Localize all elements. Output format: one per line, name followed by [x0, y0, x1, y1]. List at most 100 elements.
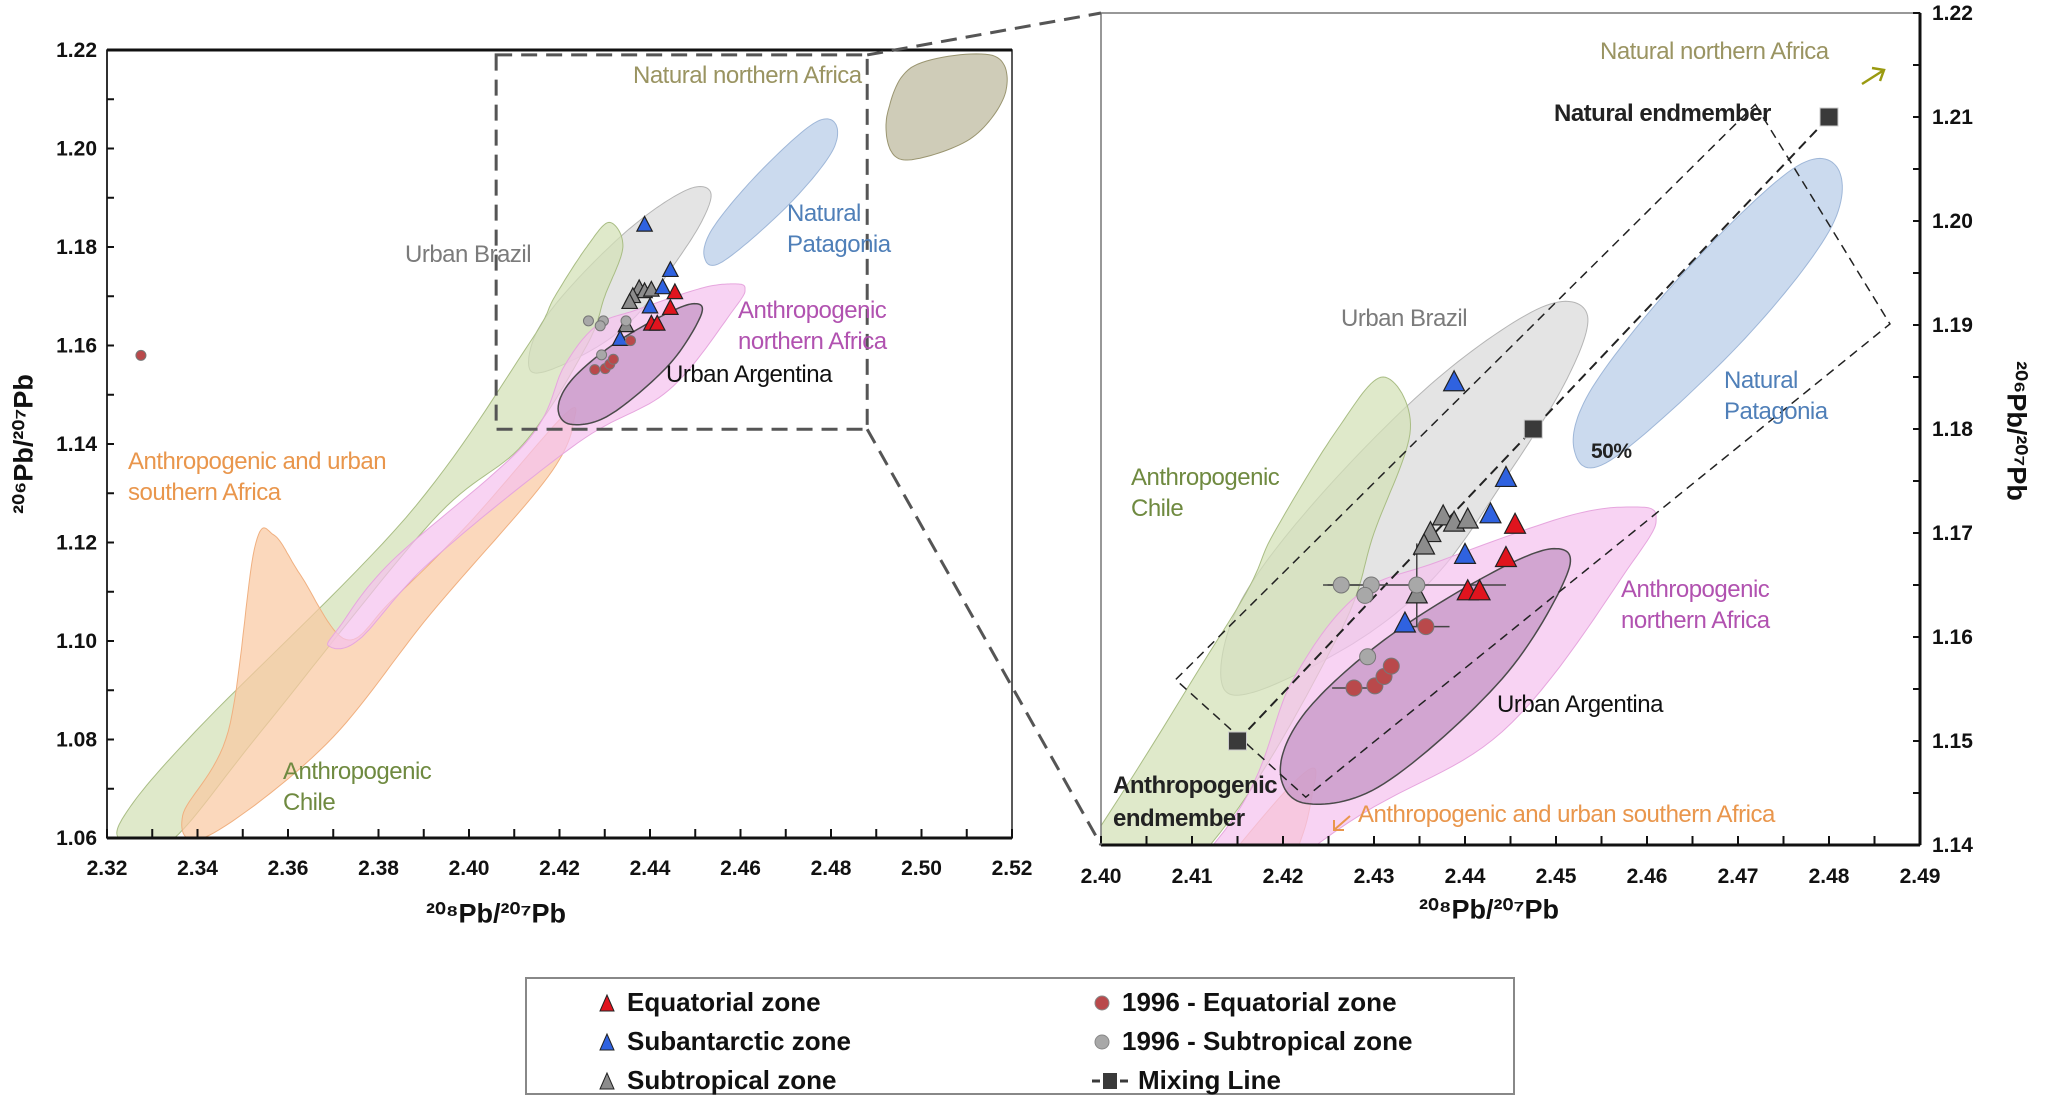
label-anthropogenic-chile-zoom: Anthropogenic Chile — [1131, 462, 1280, 524]
legend-item: Equatorial zone — [597, 987, 821, 1018]
overview-x-axis-title: ²⁰⁸Pb/²⁰⁷Pb — [425, 898, 567, 929]
x-tick-label: 2.43 — [1354, 865, 1395, 888]
x-tick-label: 2.46 — [1627, 865, 1668, 888]
label-line: northern Africa — [738, 328, 887, 355]
label-natural-northern-africa-zoom: Natural northern Africa — [1600, 38, 1829, 65]
legend-marker-triangle-icon — [599, 1071, 615, 1089]
point-subantarctic — [1442, 369, 1466, 392]
label-line: Chile — [1131, 495, 1184, 522]
legend-item: Subtropical zone — [597, 1065, 836, 1096]
y-tick-label: 1.16 — [56, 335, 97, 358]
point-subantarctic — [1393, 610, 1417, 633]
zoom-connector-bottom — [865, 428, 1103, 846]
label-anthropogenic-chile: Anthropogenic Chile — [283, 756, 432, 818]
x-tick-label: 2.42 — [539, 857, 580, 880]
label-fifty-percent: 50% — [1591, 440, 1632, 463]
legend-item: Mixing Line — [1092, 1065, 1281, 1096]
x-tick-label: 2.52 — [992, 857, 1033, 880]
point-subantarctic — [635, 215, 654, 232]
label-southern-africa-zoom: Anthropogenic and urban southern Africa — [1358, 801, 1775, 828]
point-subtropical — [1456, 506, 1480, 529]
legend-marker-circle-icon — [1094, 995, 1110, 1010]
point-subantarctic — [641, 296, 659, 314]
point-subtropical — [620, 292, 639, 310]
legend-item: 1996 - Subtropical zone — [1092, 1026, 1412, 1057]
y-tick-label: 1.19 — [1932, 314, 1973, 337]
x-tick-label: 2.41 — [1172, 865, 1213, 888]
x-tick-label: 2.46 — [720, 857, 761, 880]
label-urban-brazil-zoom: Urban Brazil — [1341, 305, 1468, 332]
point-subantarctic — [1494, 465, 1518, 488]
label-natural-patagonia-zoom: Natural Patagonia — [1724, 365, 1828, 427]
x-tick-label: 2.44 — [630, 857, 671, 880]
y-tick-label: 1.18 — [56, 236, 97, 259]
y-tick-label: 1.17 — [1932, 522, 1973, 545]
point-equatorial — [1468, 578, 1492, 601]
point-1996-subtropical — [1408, 576, 1426, 594]
label-line: Anthropogenic — [1621, 576, 1770, 603]
point-equatorial — [666, 282, 684, 300]
x-tick-label: 2.45 — [1536, 865, 1577, 888]
y-tick-label: 1.16 — [1932, 626, 1973, 649]
x-tick-label: 2.40 — [449, 857, 490, 880]
x-tick-label: 2.32 — [87, 857, 128, 880]
point-equatorial — [1494, 545, 1518, 568]
square-marker — [1103, 1072, 1117, 1089]
label-line: Anthropogenic — [1131, 464, 1280, 491]
point-subtropical — [1412, 532, 1436, 555]
label-line: Anthropogenic — [1113, 772, 1278, 799]
label-anthropogenic-northern-africa: Anthropogenic northern Africa — [738, 295, 887, 357]
point-1996-subtropical — [1356, 586, 1374, 604]
overview-y-axis-title: ²⁰⁶Pb/²⁰⁷Pb — [8, 374, 39, 514]
legend: Equatorial zone Subantarctic zone Subtropi… — [525, 977, 1515, 1095]
legend-item: Subantarctic zone — [597, 1026, 851, 1057]
point-1996-equatorial — [625, 335, 637, 347]
region-natural-patagonia — [703, 118, 839, 266]
point-subtropical — [1431, 503, 1455, 526]
plot-area — [116, 53, 1008, 838]
zoom-y-axis-title: ²⁰⁶Pb/²⁰⁷Pb — [2001, 361, 2032, 501]
point-subantarctic — [653, 277, 672, 295]
y-tick-label: 1.06 — [56, 827, 97, 850]
x-tick-label: 2.36 — [268, 857, 309, 880]
point-1996-equatorial — [135, 349, 147, 361]
y-tick-label: 1.21 — [1932, 106, 1973, 129]
point-1996-subtropical — [620, 315, 632, 327]
y-tick-label: 1.18 — [1932, 418, 1973, 441]
point-1996-equatorial — [1345, 679, 1363, 697]
circle-marker — [1094, 995, 1110, 1010]
x-tick-label: 2.44 — [1445, 865, 1486, 888]
point-1996-subtropical — [1359, 648, 1377, 666]
overview-plot: 2.32 2.34 2.36 2.38 2.40 2.42 2.44 2.46 2.48 2.50… — [56, 39, 1032, 880]
point-subantarctic — [1453, 542, 1477, 564]
label-line: northern Africa — [1621, 607, 1770, 634]
label-line: Anthropogenic and urban — [128, 448, 387, 475]
label-natural-endmember: Natural endmember — [1554, 100, 1771, 127]
triangle-marker — [599, 1032, 615, 1050]
point-1996-equatorial — [1382, 657, 1400, 675]
point-equatorial — [1503, 511, 1527, 534]
zoom-region-box — [494, 53, 869, 431]
x-tick-label: 2.48 — [811, 857, 852, 880]
label-line: Patagonia — [787, 231, 891, 258]
point-1996-equatorial — [589, 364, 601, 376]
arrow-up-right-icon — [1861, 66, 1886, 86]
legend-label: 1996 - Subtropical zone — [1122, 1026, 1413, 1056]
point-1996-subtropical — [596, 349, 608, 361]
label-line: southern Africa — [128, 479, 281, 506]
region-urban-argentina — [557, 302, 704, 426]
label-line: Anthropogenic — [738, 297, 887, 324]
point-equatorial — [648, 314, 666, 331]
label-urban-argentina-zoom: Urban Argentina — [1497, 691, 1663, 718]
label-urban-argentina: Urban Argentina — [666, 361, 832, 388]
x-tick-label: 2.49 — [1900, 865, 1941, 888]
label-urban-brazil: Urban Brazil — [405, 241, 532, 268]
y-tick-label: 1.08 — [56, 729, 97, 752]
label-southern-africa: Anthropogenic and urban southern Africa — [128, 446, 387, 508]
legend-marker-square-dash-icon — [1092, 1072, 1128, 1089]
y-tick-label: 1.22 — [56, 39, 97, 62]
point-1996-subtropical — [582, 315, 594, 327]
label-anthropogenic-endmember: Anthropogenic endmember — [1113, 769, 1278, 835]
label-line: Natural — [787, 200, 861, 227]
y-tick-label: 1.22 — [1932, 2, 1973, 25]
